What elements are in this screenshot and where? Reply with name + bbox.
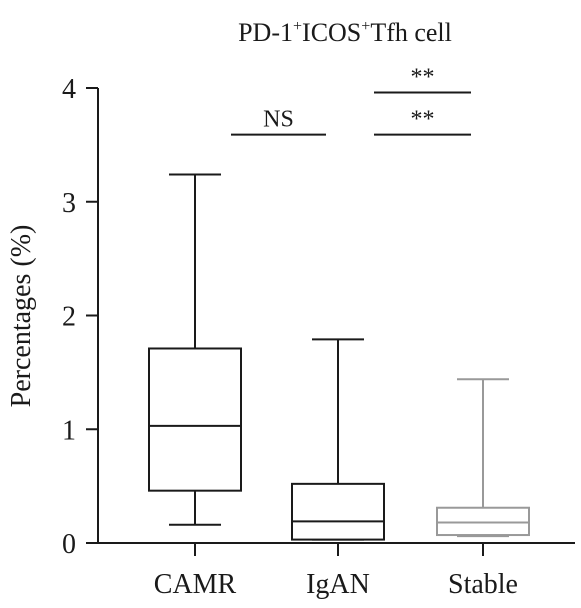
y-tick-label: 1: [62, 415, 76, 446]
title-superscript: +: [293, 18, 302, 35]
x-category-label: IgAN: [306, 569, 370, 600]
significance-label: **: [411, 65, 435, 91]
axes: 0 1 2 3 4 CAMR IgAN Stable: [62, 74, 575, 600]
x-category-label: Stable: [448, 569, 518, 600]
chart-title: PD-1+ICOS+Tfh cell: [238, 18, 452, 47]
box-iqr: [148, 347, 242, 492]
title-segment: PD-1: [238, 18, 293, 47]
significance-label: **: [411, 107, 435, 133]
x-category-label: CAMR: [154, 569, 237, 600]
box-camr: [148, 173, 242, 526]
title-superscript: +: [361, 18, 370, 35]
title-segment: Tfh cell: [370, 18, 452, 47]
significance-bracket: NS: [231, 107, 326, 136]
y-axis-label: Percentages (%): [6, 225, 37, 408]
significance-label: NS: [263, 107, 294, 133]
box-iqr: [436, 506, 530, 537]
significance-group: NS ** **: [231, 65, 471, 136]
y-tick-label: 2: [62, 302, 76, 333]
y-tick-label: 0: [62, 529, 76, 560]
y-tick-label: 3: [62, 188, 76, 219]
box-iqr: [291, 482, 385, 541]
box-stable: [436, 378, 530, 538]
significance-bracket: **: [374, 65, 471, 94]
boxes-group: [148, 173, 530, 541]
title-segment: ICOS: [302, 18, 361, 47]
box-igan: [291, 338, 385, 541]
y-tick-label: 4: [62, 74, 76, 105]
significance-bracket: **: [374, 107, 471, 136]
